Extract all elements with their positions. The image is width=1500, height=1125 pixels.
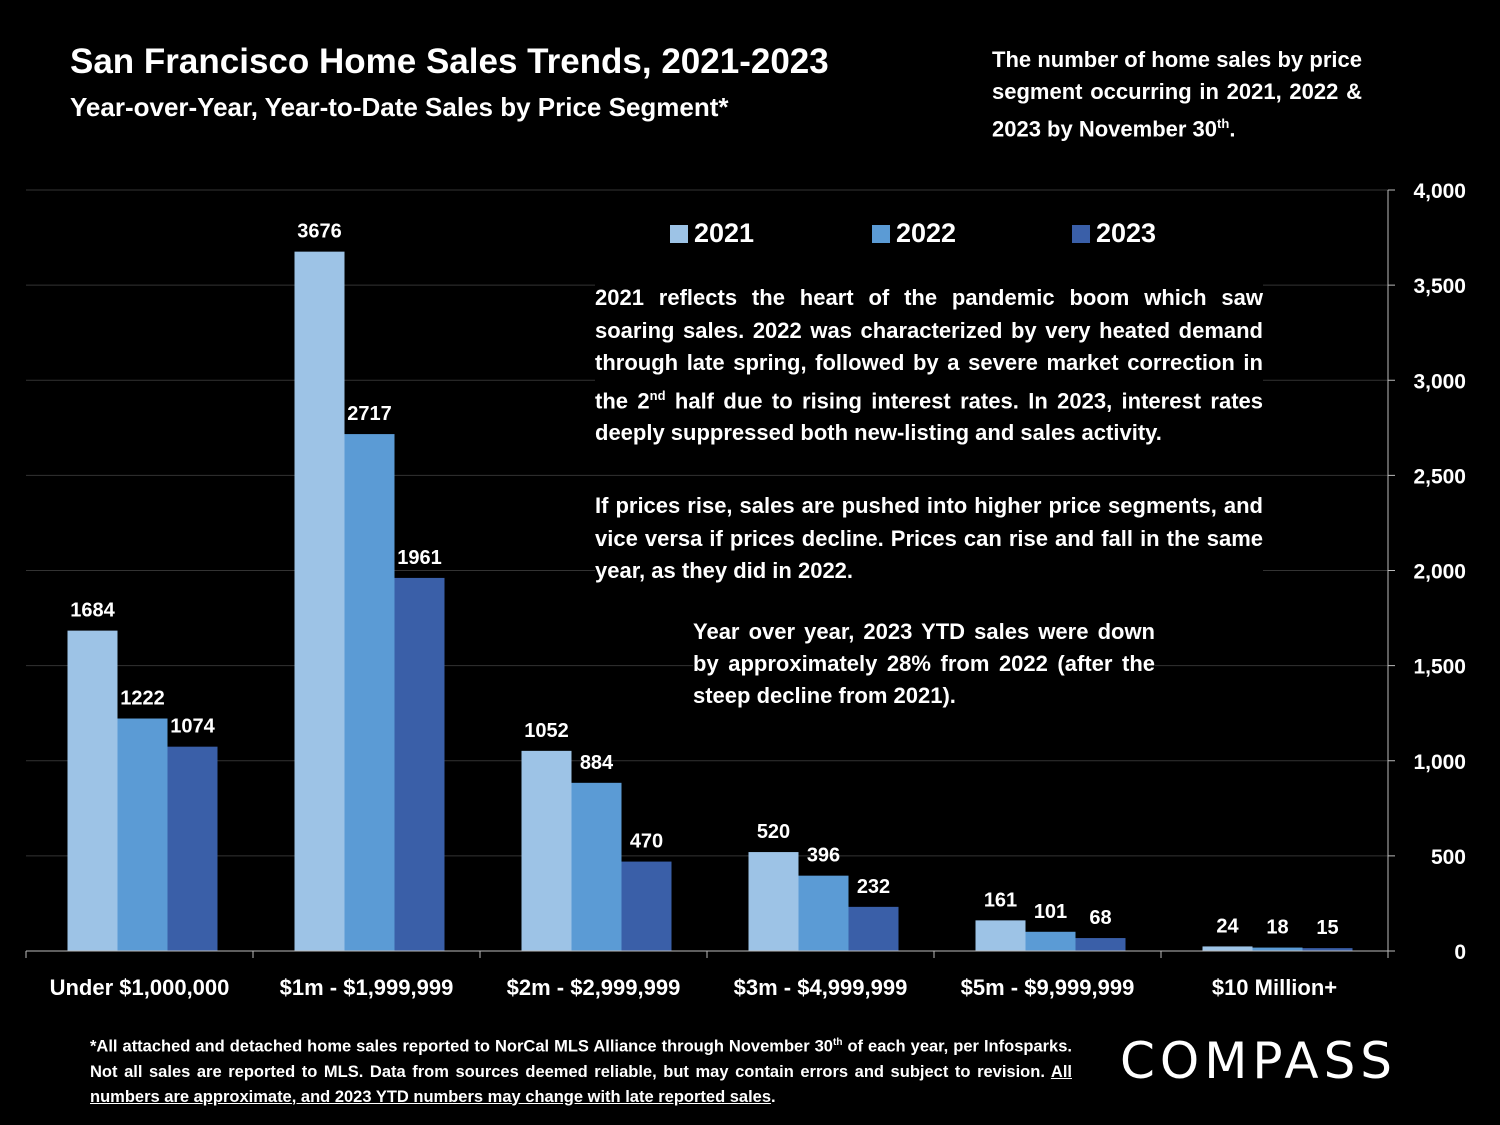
annotation-pandemic: 2021 reflects the heart of the pandemic … xyxy=(595,282,1263,450)
data-label-2022: 18 xyxy=(1266,917,1288,939)
data-label-2023: 1961 xyxy=(397,547,442,569)
annotation-yoy: Year over year, 2023 YTD sales were down… xyxy=(693,616,1155,712)
chart-subtitle: Year-over-Year, Year-to-Date Sales by Pr… xyxy=(70,92,729,122)
chart-title: San Francisco Home Sales Trends, 2021-20… xyxy=(70,42,829,81)
data-label-2022: 1222 xyxy=(120,688,165,710)
data-label-2021: 161 xyxy=(984,889,1017,911)
x-tick-label: $5m - $9,999,999 xyxy=(961,975,1135,1000)
axes: 0 500 1,000 1,500 2,000 2,500 3,000 3,500 4,000 U… xyxy=(25,180,1466,1000)
data-label-2022: 396 xyxy=(807,845,840,867)
data-label-2023: 68 xyxy=(1089,907,1111,929)
data-label-2023: 232 xyxy=(857,876,890,898)
bar-2022 xyxy=(1252,947,1303,951)
y-tick-label: 1,500 xyxy=(1413,656,1466,679)
bar-2022 xyxy=(1025,931,1076,951)
legend-swatch xyxy=(872,224,890,243)
bar-2021 xyxy=(294,251,345,952)
data-label-2021: 24 xyxy=(1216,915,1239,937)
data-label-2021: 520 xyxy=(757,821,790,843)
x-tick-label: $3m - $4,999,999 xyxy=(734,975,908,1000)
annotation-prices: If prices rise, sales are pushed into hi… xyxy=(595,490,1263,588)
data-label-2021: 1052 xyxy=(524,720,569,742)
legend-label: 2023 xyxy=(1096,218,1157,248)
data-label-2021: 3676 xyxy=(297,221,342,243)
y-tick-label: 500 xyxy=(1431,846,1466,869)
legend-item-2021: 2021 xyxy=(670,218,754,249)
legend-label: 2021 xyxy=(694,218,755,248)
legend-swatch xyxy=(670,224,688,243)
bar-2021 xyxy=(521,750,572,951)
bar-2021 xyxy=(975,920,1026,951)
footnote: *All attached and detached home sales re… xyxy=(90,1037,1072,1106)
y-tick-label: 1,000 xyxy=(1413,751,1466,774)
x-tick-label: $10 Million+ xyxy=(1212,975,1337,1000)
bar-2023 xyxy=(1302,948,1353,951)
y-tick-label: 3,000 xyxy=(1413,370,1466,393)
y-tick-label: 2,500 xyxy=(1413,465,1466,488)
bars xyxy=(67,251,1353,952)
y-tick-label: 3,500 xyxy=(1413,275,1466,298)
bar-2023 xyxy=(167,746,218,951)
x-tick-label: Under $1,000,000 xyxy=(50,975,230,1000)
bar-2022 xyxy=(798,875,849,951)
bar-2021 xyxy=(1202,946,1253,951)
data-label-2021: 1684 xyxy=(70,600,115,622)
y-tick-label: 0 xyxy=(1454,941,1466,964)
data-label-2023: 1074 xyxy=(170,716,215,738)
y-tick-label: 2,000 xyxy=(1413,561,1466,584)
top-note: The number of home sales by price segmen… xyxy=(992,47,1362,142)
compass-logo: COMPASS xyxy=(1120,1032,1398,1090)
bar-2022 xyxy=(117,718,168,951)
x-tick-label: $1m - $1,999,999 xyxy=(280,975,454,1000)
bar-2021 xyxy=(748,852,799,951)
data-label-2023: 470 xyxy=(630,831,663,853)
legend-label: 2022 xyxy=(896,218,957,248)
legend-swatch xyxy=(1072,224,1090,243)
bar-2022 xyxy=(571,782,622,951)
legend-item-2023: 2023 xyxy=(1072,218,1156,249)
bar-2023 xyxy=(848,906,899,951)
data-label-2022: 884 xyxy=(580,752,614,774)
x-tick-label: $2m - $2,999,999 xyxy=(507,975,681,1000)
bar-2021 xyxy=(67,630,118,951)
data-label-2022: 2717 xyxy=(347,403,392,425)
y-tick-label: 4,000 xyxy=(1413,180,1466,203)
bar-2023 xyxy=(1075,938,1126,951)
legend-item-2022: 2022 xyxy=(872,218,956,249)
bar-2022 xyxy=(344,434,395,951)
data-label-2023: 15 xyxy=(1316,917,1338,939)
bar-2023 xyxy=(394,577,445,951)
data-label-2022: 101 xyxy=(1034,901,1067,923)
bar-2023 xyxy=(621,861,672,951)
